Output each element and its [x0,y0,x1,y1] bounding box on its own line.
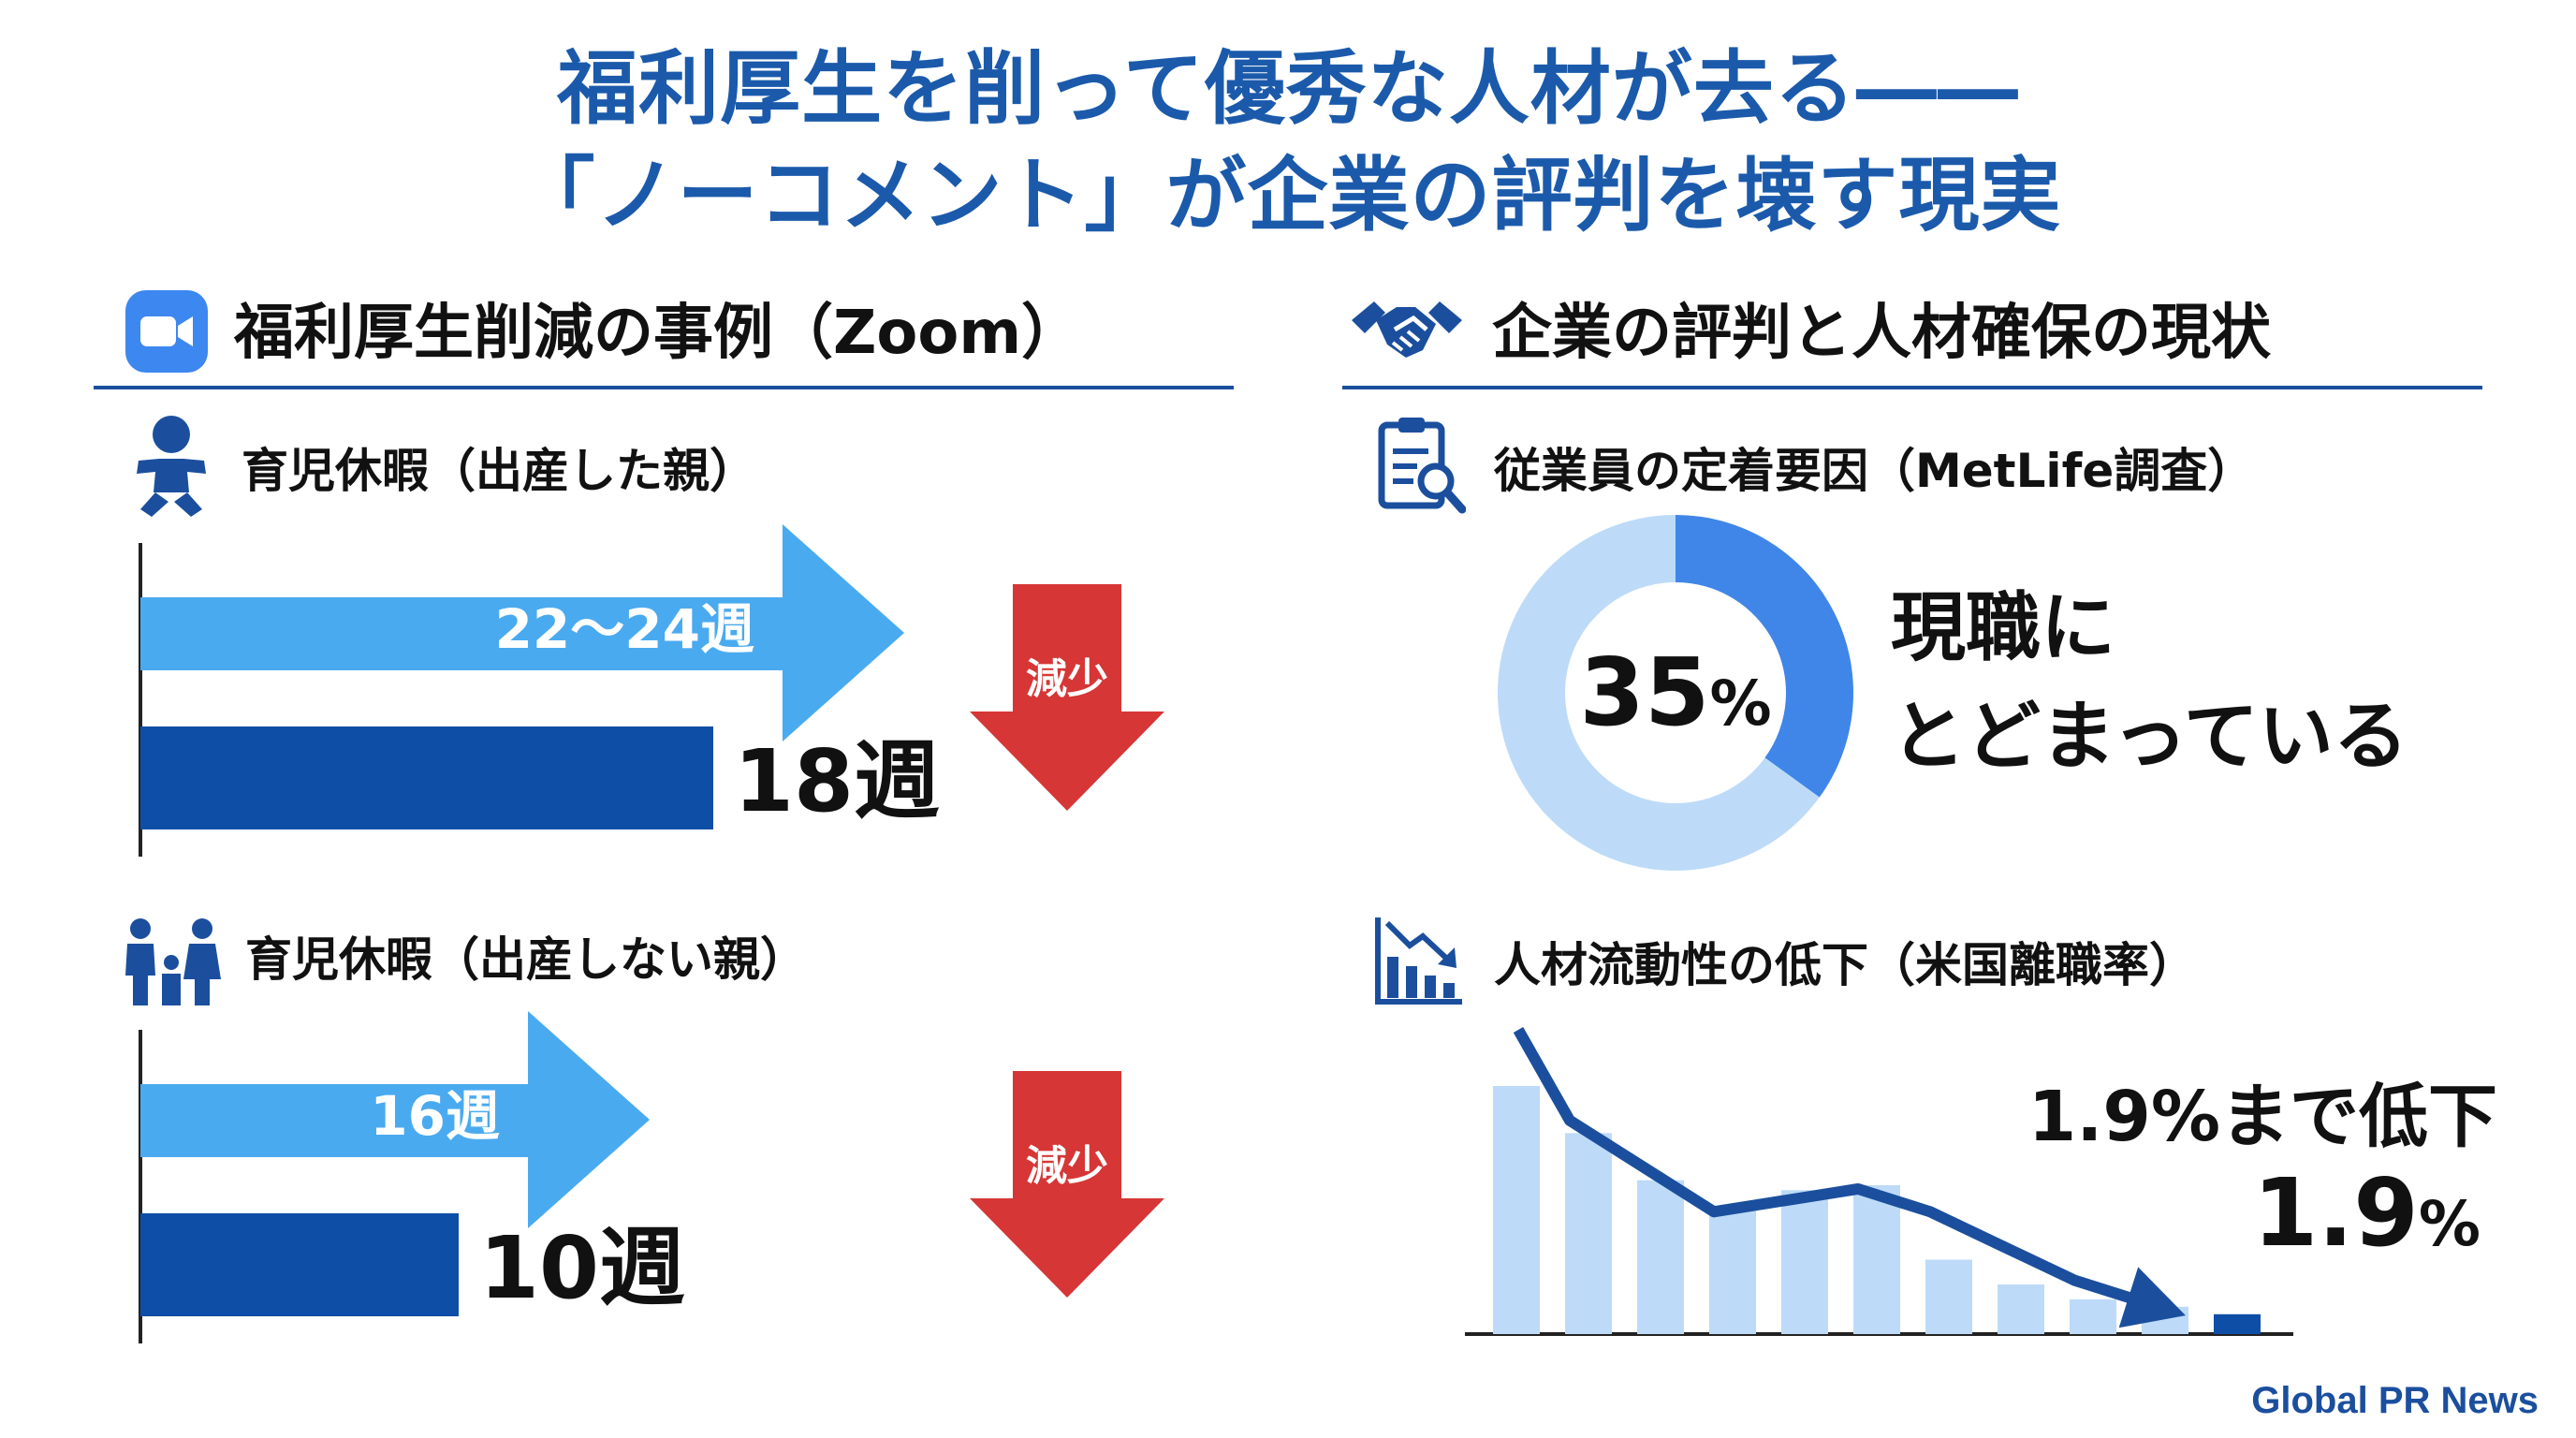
chart4-bar-2 [1637,1180,1684,1334]
chart2-parental-leave-non-birth: 16週 10週 減少 [139,1011,1164,1343]
chart4-title: 人材流動性の低下（米国離職率） [1494,938,2196,992]
chart1-bar-before-label: 22〜24週 [495,597,754,661]
chart2-bar-after [140,1213,459,1316]
chart2-bar-before [140,1011,650,1228]
chart2-decrease-label: 減少 [1026,1142,1108,1190]
chart4-trend-line [1513,1027,2148,1309]
left-section-title: 福利厚生削減の事例（Zoom） [234,299,1082,368]
clipboard-search-icon [1376,414,1467,515]
chart4-value-unit: % [2419,1188,2481,1260]
chart4-bar-4 [1781,1190,1828,1334]
family-icon [120,917,223,1007]
zoom-video-icon [124,288,210,374]
chart2-decrease-arrow [970,1071,1164,1298]
chart4-trend-arrowhead [2118,1267,2186,1328]
chart2-title: 育児休暇（出産しない親） [245,932,807,987]
chart4-bar-3 [1709,1210,1756,1334]
declining-chart-icon [1372,914,1466,1007]
right-section-title: 企業の評判と人材確保の現状 [1492,299,2271,368]
chart1-decrease-label: 減少 [1026,655,1108,703]
chart1-bar-before [140,524,904,741]
chart4-value-label: 1.9% [2253,1158,2481,1268]
chart1-bar-after-label: 18週 [734,731,940,831]
chart1-decrease-arrow [970,584,1164,811]
main-title-line2: 「ノーコメント」が企業の評判を壊す現実 [514,149,2062,242]
chart1-title: 育児休暇（出産した親） [242,444,756,498]
chart2-bar-before-label: 16週 [370,1084,500,1148]
donut-slice-1 [1498,515,1820,871]
right-section-divider [1342,386,2482,389]
chart4-bar-0 [1493,1086,1540,1334]
donut-center-value: 35% [1579,638,1771,747]
chart4-bar-5 [1853,1185,1900,1334]
donut-slice-0 [1676,515,1853,798]
left-section-divider [94,386,1234,389]
chart4-bar-7 [1998,1284,2044,1334]
handshake-icon [1348,292,1466,371]
chart1-parental-leave-birth: 22〜24週 18週 減少 [139,524,1164,857]
chart4-annotation: 1.9%まで低下 [2028,1077,2497,1157]
chart4-bar-1 [1565,1133,1612,1334]
chart3-title: 従業員の定着要因（MetLife調査） [1494,444,2255,498]
baby-icon [131,412,212,521]
donut-center-number: 35 [1579,638,1709,747]
chart4-value-number: 1.9 [2253,1158,2419,1268]
chart4-bar-10 [2214,1313,2261,1334]
donut-caption-line2: とどまっている [1891,693,2408,780]
brand-logo-text: Global PR News [2251,1380,2539,1421]
chart4-bar-8 [2070,1299,2116,1334]
main-title-line1: 福利厚生を削って優秀な人材が去る―― [557,42,2019,136]
chart1-bar-after [140,726,713,829]
chart4-bar-6 [1925,1259,1972,1334]
donut-caption-line1: 現職に [1891,584,2115,671]
chart2-bar-after-label: 10週 [479,1218,685,1318]
donut-center-unit: % [1710,668,1772,740]
